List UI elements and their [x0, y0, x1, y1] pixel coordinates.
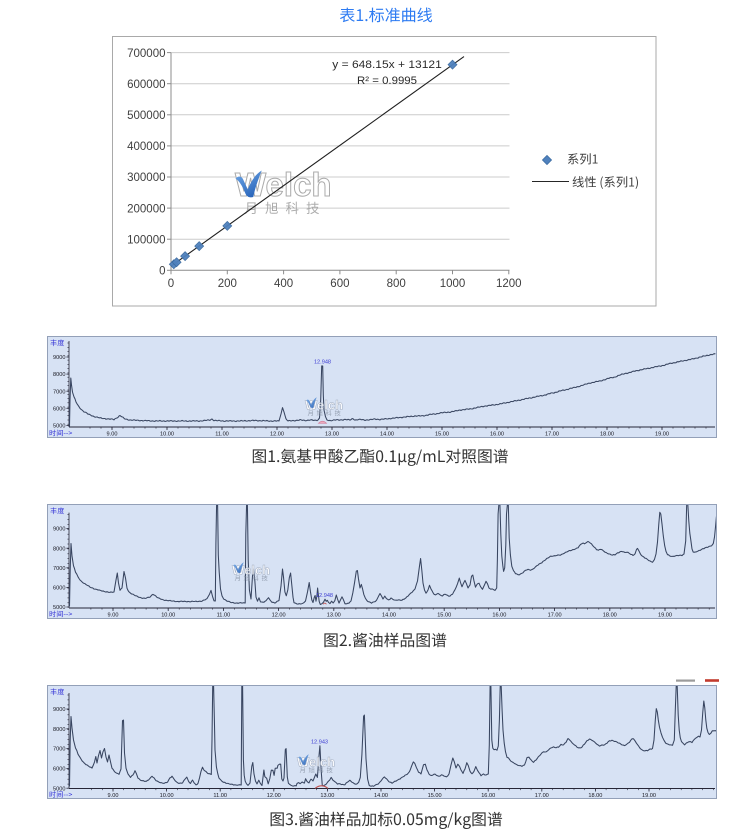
- svg-text:9000: 9000: [53, 355, 65, 361]
- svg-text:8000: 8000: [53, 546, 65, 552]
- svg-text:6000: 6000: [53, 586, 65, 592]
- svg-text:5000: 5000: [53, 605, 65, 611]
- svg-text:1000: 1000: [440, 278, 466, 290]
- svg-text:19.00: 19.00: [658, 613, 672, 619]
- svg-text:16.00: 16.00: [481, 793, 495, 799]
- svg-text:300000: 300000: [127, 172, 165, 184]
- svg-text:0: 0: [168, 278, 174, 290]
- svg-text:15.00: 15.00: [437, 613, 451, 619]
- svg-text:12.00: 12.00: [272, 613, 286, 619]
- svg-text:Welch: Welch: [235, 166, 332, 203]
- svg-text:9.00: 9.00: [107, 432, 118, 438]
- svg-text:8000: 8000: [53, 727, 65, 733]
- svg-text:6000: 6000: [53, 406, 65, 412]
- svg-text:10.00: 10.00: [161, 613, 175, 619]
- svg-text:15.00: 15.00: [428, 793, 442, 799]
- svg-text:600: 600: [330, 278, 349, 290]
- svg-text:17.00: 17.00: [535, 793, 549, 799]
- svg-text:17.00: 17.00: [545, 432, 559, 438]
- svg-text:12.948: 12.948: [316, 593, 333, 599]
- svg-text:12.00: 12.00: [267, 793, 281, 799]
- svg-text:100000: 100000: [127, 234, 165, 246]
- svg-text:8000: 8000: [53, 372, 65, 378]
- svg-text:11.00: 11.00: [217, 613, 231, 619]
- svg-text:7000: 7000: [53, 747, 65, 753]
- svg-text:12.00: 12.00: [270, 432, 284, 438]
- svg-text:19.00: 19.00: [655, 432, 669, 438]
- svg-text:y = 648.15x + 13121: y = 648.15x + 13121: [332, 59, 442, 71]
- svg-text:19.00: 19.00: [642, 793, 656, 799]
- svg-text:18.00: 18.00: [603, 613, 617, 619]
- svg-text:18.00: 18.00: [600, 432, 614, 438]
- svg-text:18.00: 18.00: [588, 793, 602, 799]
- svg-text:14.00: 14.00: [382, 613, 396, 619]
- svg-text:14.00: 14.00: [380, 432, 394, 438]
- svg-text:6000: 6000: [53, 767, 65, 773]
- svg-text:11.00: 11.00: [215, 432, 229, 438]
- svg-text:11.00: 11.00: [213, 793, 227, 799]
- svg-text:200: 200: [218, 278, 237, 290]
- svg-text:R² = 0.9995: R² = 0.9995: [357, 75, 417, 87]
- svg-text:200000: 200000: [127, 203, 165, 215]
- svg-text:10.00: 10.00: [160, 432, 174, 438]
- svg-text:10.00: 10.00: [160, 793, 174, 799]
- svg-text:7000: 7000: [53, 566, 65, 572]
- svg-text:13.00: 13.00: [327, 613, 341, 619]
- svg-text:9.00: 9.00: [108, 613, 119, 619]
- svg-text:5000: 5000: [53, 786, 65, 792]
- svg-text:13.00: 13.00: [325, 432, 339, 438]
- svg-text:600000: 600000: [127, 79, 165, 91]
- svg-text:400000: 400000: [127, 141, 165, 153]
- svg-text:800: 800: [387, 278, 406, 290]
- svg-text:1200: 1200: [496, 278, 522, 290]
- svg-text:500000: 500000: [127, 110, 165, 122]
- svg-text:7000: 7000: [53, 389, 65, 395]
- svg-text:12.943: 12.943: [311, 740, 328, 746]
- svg-text:9000: 9000: [53, 527, 65, 533]
- svg-text:13.00: 13.00: [320, 793, 334, 799]
- svg-text:400: 400: [274, 278, 293, 290]
- svg-text:17.00: 17.00: [548, 613, 562, 619]
- svg-text:5000: 5000: [53, 424, 65, 430]
- svg-text:16.00: 16.00: [490, 432, 504, 438]
- svg-text:0: 0: [159, 266, 165, 278]
- svg-text:12.948: 12.948: [314, 360, 331, 366]
- svg-text:15.00: 15.00: [435, 432, 449, 438]
- svg-text:9.00: 9.00: [108, 793, 119, 799]
- svg-text:700000: 700000: [127, 48, 165, 60]
- svg-text:16.00: 16.00: [492, 613, 506, 619]
- svg-text:9000: 9000: [53, 707, 65, 713]
- svg-text:14.00: 14.00: [374, 793, 388, 799]
